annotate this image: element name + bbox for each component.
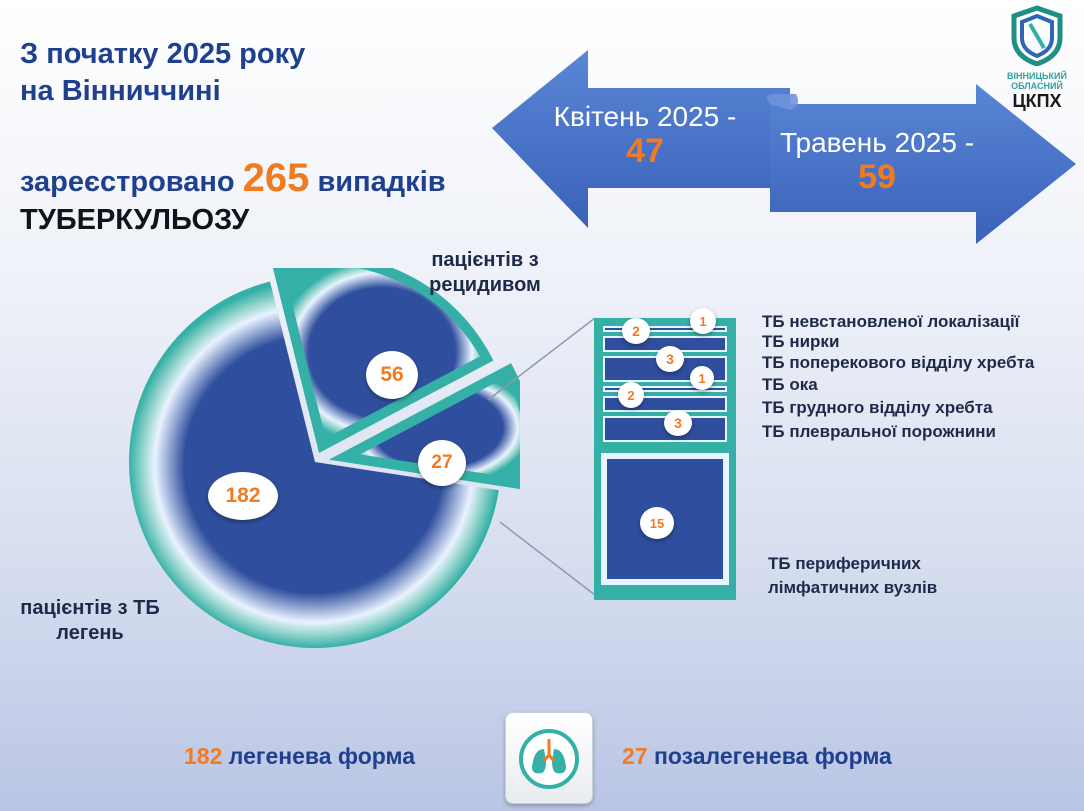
left-arrow-text: Квітень 2025 - 47	[540, 100, 750, 168]
bar-value-pleural: 3	[664, 410, 692, 436]
april-value: 47	[626, 132, 664, 170]
logo-line-1: ВІННИЦЬКИЙ	[1007, 71, 1067, 81]
registered-prefix: зареєстровано	[20, 166, 235, 198]
logo-line-2: ОБЛАСНИЙ	[1011, 81, 1063, 91]
right-arrow-shape	[770, 84, 1076, 244]
legend-pleural: ТБ плевральної порожнини	[762, 422, 997, 441]
relapse-label: пацієнтів з рецидивом	[429, 249, 541, 296]
pie-value-extra: 27	[418, 440, 466, 486]
pie-slice-lung	[129, 281, 499, 648]
right-arrow-text: Травень 2025 - 59	[770, 126, 984, 194]
legend-thoracic: ТБ грудного відділу хребта	[762, 398, 993, 417]
pie-slice-extra	[328, 363, 520, 490]
april-label: Квітень 2025 -	[553, 101, 737, 132]
may-label: Травень 2025 -	[779, 127, 975, 158]
left-arrow-shape	[492, 50, 790, 228]
legend-unknown: ТБ невстановленої локалізації	[762, 312, 1020, 331]
bar-seg-eye	[603, 386, 727, 392]
title-line-2: на Вінниччині	[20, 75, 221, 107]
title-line-1: З початку 2025 року	[20, 38, 306, 70]
bottom-lung-text: легенева форма	[228, 743, 416, 769]
shield-logo-icon	[1011, 5, 1063, 67]
pie-chart	[129, 268, 520, 648]
disease-name: ТУБЕРКУЛЬОЗУ	[20, 204, 250, 236]
bar-value-unknown: 1	[690, 308, 716, 334]
bottom-lung-form: 182 легенева форма	[184, 743, 415, 770]
connector-lines	[487, 317, 596, 596]
pie-value-lung: 182	[208, 472, 278, 520]
may-value: 59	[858, 158, 896, 196]
lung-label: пацієнтів з ТБ легень	[20, 597, 160, 644]
bottom-extra-value: 27	[622, 743, 648, 769]
bar-value-thoracic: 2	[618, 382, 644, 408]
lungs-icon-box	[505, 712, 593, 804]
registered-line: зареєстровано 265 випадків	[20, 158, 446, 202]
bar-value-lymph: 15	[640, 507, 674, 539]
logo: ВІННИЦЬКИЙ ОБЛАСНИЙ ЦКПХ	[994, 4, 1080, 111]
pie-value-relapse: 56	[366, 351, 418, 399]
bottom-extra-text: позалегенева форма	[653, 743, 892, 769]
month-arrows	[492, 50, 1076, 244]
registered-count: 265	[242, 156, 310, 200]
registered-suffix: випадків	[317, 166, 446, 198]
page-title: З початку 2025 року на Вінниччині	[20, 36, 305, 110]
legend-lumbar: ТБ поперекового відділу хребта	[762, 353, 1035, 372]
legend-kidney: ТБ нирки	[762, 332, 840, 351]
bottom-lung-value: 182	[184, 743, 223, 769]
logo-line-3: ЦКПХ	[1012, 91, 1062, 111]
bar-seg-unknown	[603, 326, 727, 332]
lungs-icon	[519, 729, 579, 789]
legend-lymph: ТБ периферичних лімфатичних вузлів	[768, 554, 938, 597]
legend-eye: ТБ ока	[762, 375, 818, 394]
bar-value-lumbar: 3	[656, 346, 684, 372]
bar-value-eye: 1	[690, 366, 714, 390]
bar-value-kidney: 2	[622, 318, 650, 344]
bottom-extra-form: 27 позалегенева форма	[622, 743, 892, 770]
